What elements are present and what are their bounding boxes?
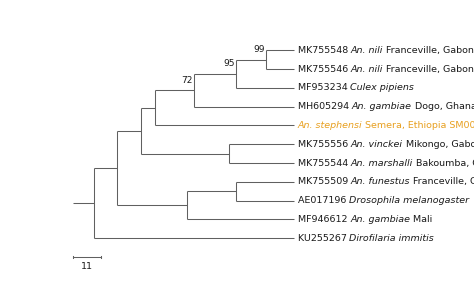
Text: Franceville, Gabon: Franceville, Gabon [383,64,474,74]
Text: An. funestus: An. funestus [351,177,410,186]
Text: An. gambiae: An. gambiae [352,102,412,111]
Text: Drosophila melanogaster: Drosophila melanogaster [349,196,469,205]
Text: Bakoumba, Gabon: Bakoumba, Gabon [413,159,474,168]
Text: 99: 99 [254,45,265,54]
Text: An. stephensi: An. stephensi [298,121,362,130]
Text: Dogo, Ghana: Dogo, Ghana [412,102,474,111]
Text: An. nili: An. nili [351,64,383,74]
Text: Dirofilaria immitis: Dirofilaria immitis [349,234,434,243]
Text: 11: 11 [81,262,93,271]
Text: MF953234: MF953234 [298,83,350,92]
Text: AE017196: AE017196 [298,196,349,205]
Text: Franceville, Gabon: Franceville, Gabon [410,177,474,186]
Text: MK755556: MK755556 [298,140,351,149]
Text: MK755509: MK755509 [298,177,351,186]
Text: MK755546: MK755546 [298,64,351,74]
Text: MH605294: MH605294 [298,102,352,111]
Text: An. vinckei: An. vinckei [351,140,403,149]
Text: 95: 95 [223,59,235,69]
Text: Mikongo, Gabon: Mikongo, Gabon [403,140,474,149]
Text: Culex pipiens: Culex pipiens [350,83,414,92]
Text: MK755544: MK755544 [298,159,351,168]
Text: Mali: Mali [410,215,432,224]
Text: An. gambiae: An. gambiae [350,215,410,224]
Text: Semera, Ethiopia SM006: Semera, Ethiopia SM006 [362,121,474,130]
Text: An. nili: An. nili [351,46,383,55]
Text: KU255267: KU255267 [298,234,349,243]
Text: An. marshalli: An. marshalli [351,159,413,168]
Text: MF946612: MF946612 [298,215,350,224]
Text: Franceville, Gabon: Franceville, Gabon [383,46,474,55]
Text: MK755548: MK755548 [298,46,351,55]
Text: 72: 72 [182,76,193,85]
